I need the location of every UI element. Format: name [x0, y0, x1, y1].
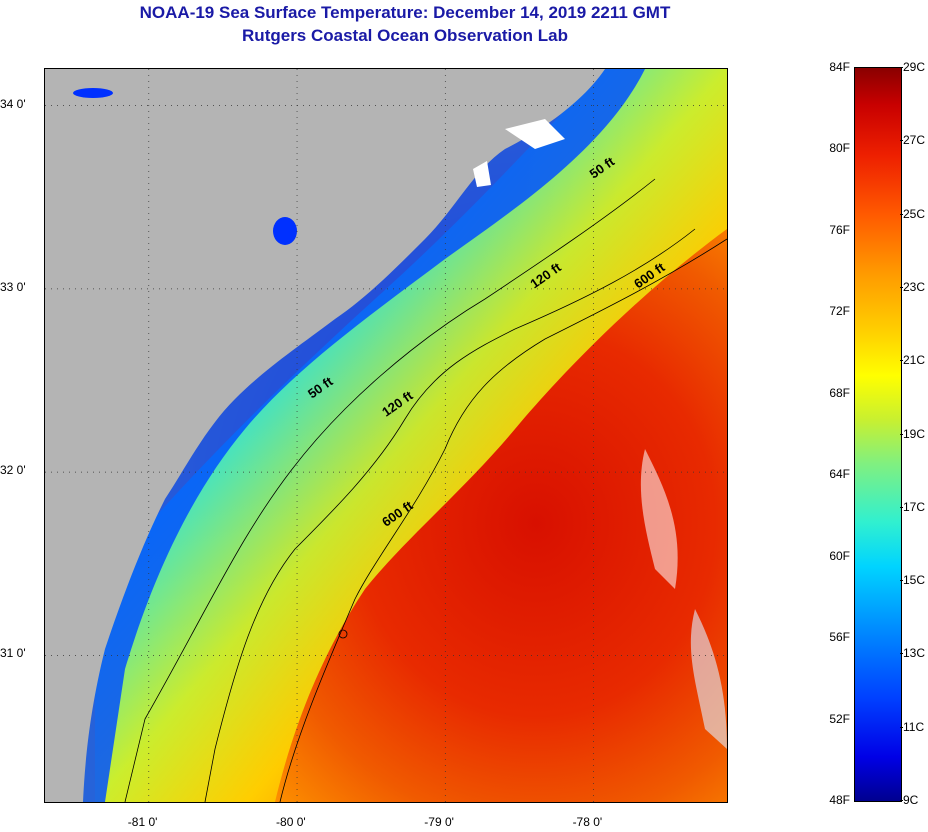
- colorbar-tick: [900, 286, 903, 288]
- colorbar-tick: [900, 433, 903, 435]
- lake: [273, 217, 297, 245]
- graticule: [45, 69, 727, 802]
- latitude-label: 34 0': [0, 96, 26, 111]
- colorbar-c-label: 9C: [903, 793, 919, 807]
- contour-50ft: [124, 178, 656, 802]
- longitude-label: -78 0': [572, 815, 603, 829]
- colorbar-f-label: 84F: [829, 60, 850, 74]
- colorbar-f-label: 76F: [829, 222, 850, 237]
- colorbar-tick: [900, 67, 903, 68]
- colorbar-c-label: 27C: [903, 133, 926, 148]
- lake: [73, 88, 113, 98]
- colorbar-tick: [900, 800, 903, 801]
- colorbar-f-label: 64F: [829, 467, 850, 482]
- colorbar-f-label: 60F: [829, 548, 850, 563]
- contour-120ft: [204, 228, 696, 802]
- colorbar-c-label: 21C: [903, 353, 926, 368]
- colorbar-c-label: 17C: [903, 499, 926, 514]
- colorbar-f-label: 80F: [829, 141, 850, 156]
- latitude-label: 31 0': [0, 646, 26, 661]
- colorbar-f-label: 52F: [829, 711, 850, 726]
- colorbar-f-label: 56F: [829, 630, 850, 645]
- colorbar-c-label: 23C: [903, 279, 926, 294]
- shelf-water: [95, 69, 727, 802]
- colorbar-f-label: 48F: [829, 793, 850, 807]
- latitude-label: 33 0': [0, 279, 26, 294]
- map-title: NOAA-19 Sea Surface Temperature: Decembe…: [139, 3, 671, 22]
- colorbar-c-label: 15C: [903, 573, 926, 588]
- cloud-patch: [690, 609, 727, 749]
- colorbar-f-label: 72F: [829, 304, 850, 319]
- colorbar-c-label: 25C: [903, 206, 926, 221]
- longitude-label: -79 0': [424, 815, 454, 829]
- no-data-area: [473, 161, 491, 187]
- land-mass: [45, 69, 605, 802]
- colorbar-tick: [900, 506, 903, 508]
- colorbar-c-label: 19C: [903, 426, 926, 441]
- station-marker: [338, 629, 348, 639]
- colorbar-tick: [900, 140, 903, 142]
- temperature-colorbar: [854, 67, 902, 802]
- map-subtitle: Rutgers Coastal Ocean Observation Lab: [242, 26, 568, 45]
- sst-map: 50 ft 50 ft 120 ft 120 ft 600 ft 600 ft: [44, 68, 728, 803]
- colorbar-tick: [900, 213, 903, 215]
- colorbar-c-label: 13C: [903, 646, 926, 661]
- colorbar-tick: [900, 653, 903, 655]
- contour-600ft: [279, 238, 727, 802]
- latitude-label: 32 0': [0, 463, 26, 478]
- colorbar-tick: [900, 580, 903, 582]
- colorbar-c-label: 11C: [903, 719, 925, 734]
- longitude-label: -81 0': [127, 815, 158, 829]
- colorbar-tick: [900, 360, 903, 362]
- colorbar-tick: [900, 726, 903, 728]
- longitude-label: -80 0': [276, 815, 306, 829]
- colorbar-f-label: 68F: [829, 385, 850, 400]
- cloud-patch: [640, 449, 678, 589]
- colorbar-c-label: 29C: [903, 60, 926, 74]
- no-data-area: [505, 119, 565, 149]
